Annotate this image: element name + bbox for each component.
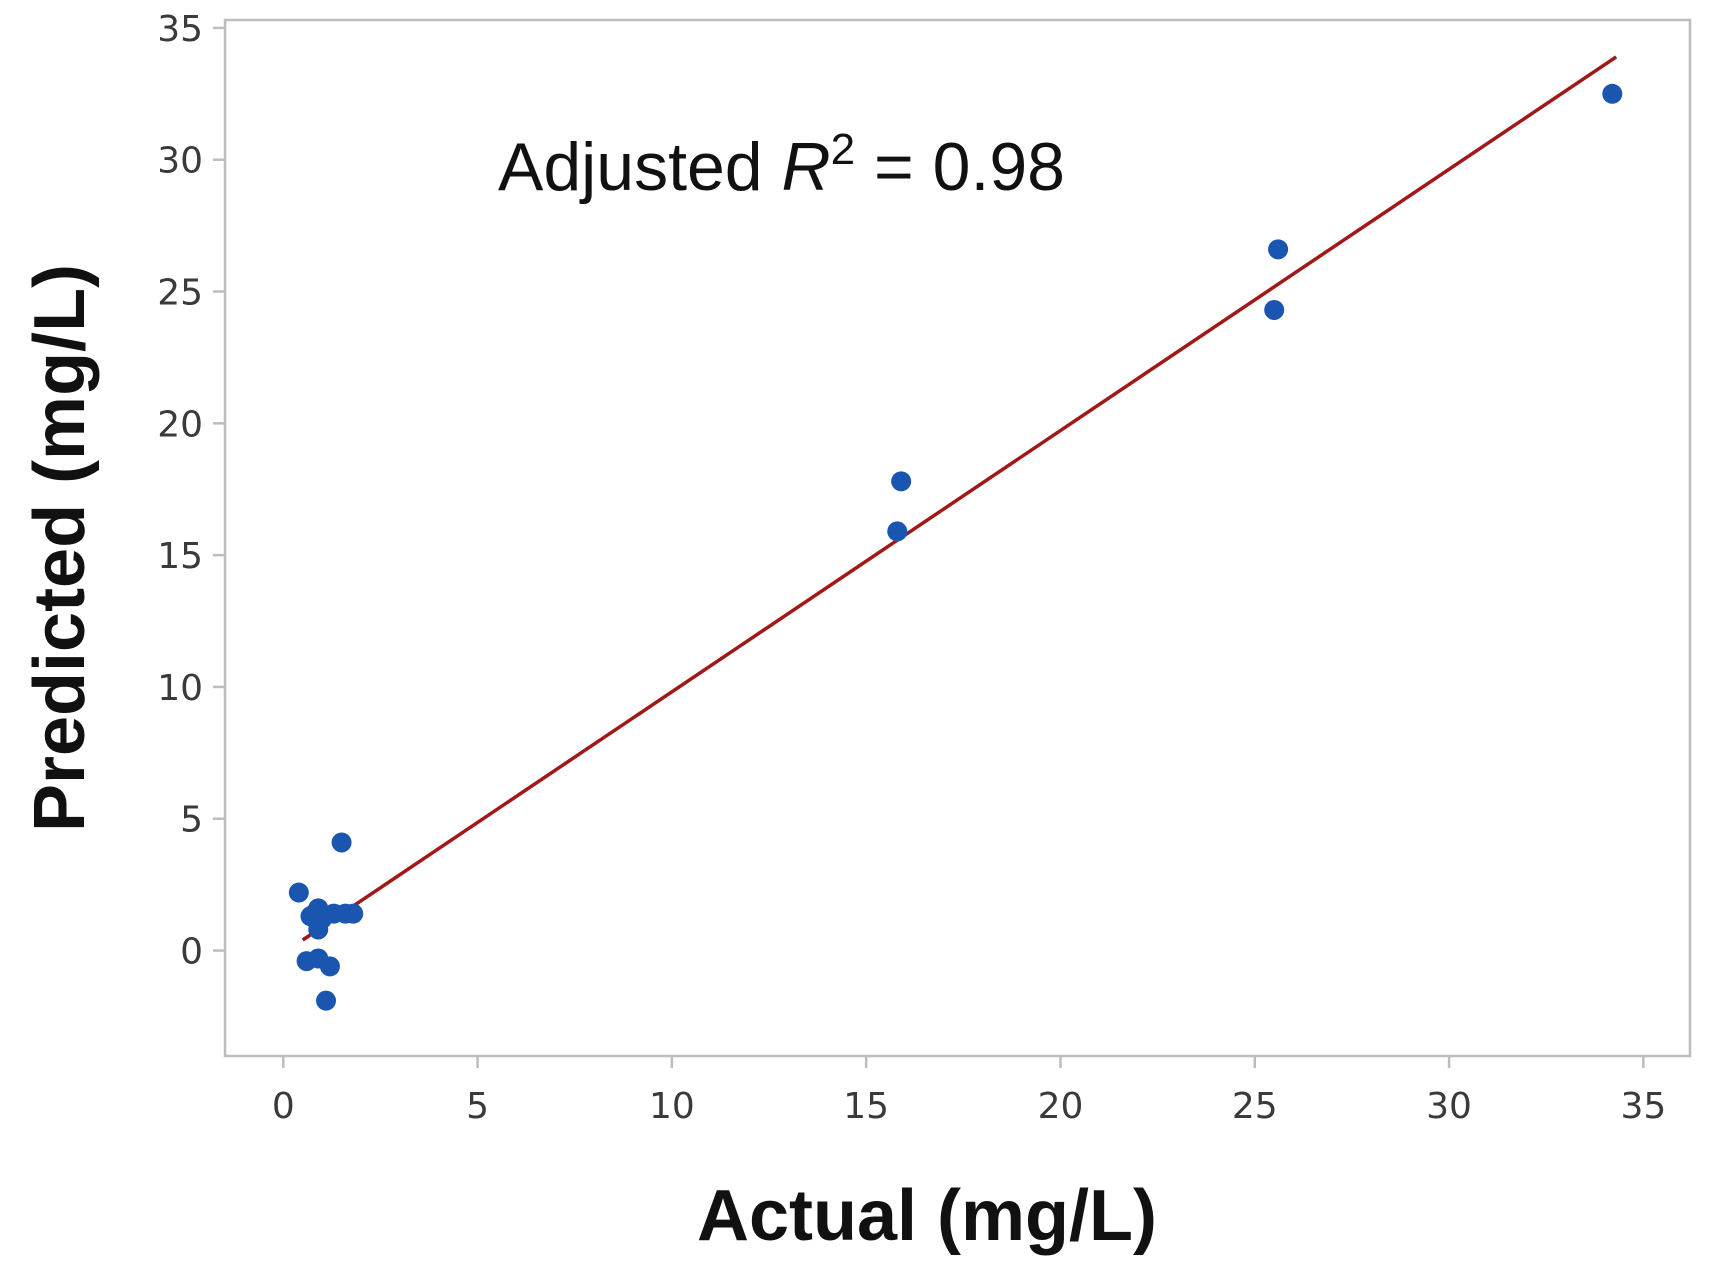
- data-point: [1264, 299, 1285, 320]
- annotation-symbol: R: [782, 129, 831, 205]
- x-tick-label: 0: [272, 1086, 295, 1127]
- x-tick-label: 35: [1620, 1086, 1666, 1127]
- x-tick-label: 30: [1426, 1086, 1472, 1127]
- y-axis-title: Predicted (mg/L): [20, 264, 100, 832]
- x-tick-label: 5: [466, 1086, 489, 1127]
- y-tick-label: 30: [157, 141, 203, 182]
- x-tick-label: 25: [1232, 1086, 1278, 1127]
- y-tick-label: 15: [157, 536, 203, 577]
- x-tick-label: 20: [1038, 1086, 1084, 1127]
- x-tick-label: 10: [649, 1086, 695, 1127]
- data-point: [331, 832, 352, 853]
- y-tick-label: 35: [157, 9, 203, 50]
- data-point: [319, 956, 340, 977]
- data-points: [288, 83, 1623, 1011]
- y-tick-label: 5: [180, 800, 203, 841]
- regression-fit-line: [301, 55, 1618, 942]
- data-point: [343, 903, 364, 924]
- annotation-suffix: = 0.98: [855, 129, 1065, 205]
- x-axis: 0 5 10 15 20 25 30 35: [272, 1056, 1666, 1127]
- data-point: [316, 990, 337, 1011]
- y-tick-label: 25: [157, 273, 203, 314]
- r-squared-annotation: Adjusted R2 = 0.98: [498, 125, 1065, 205]
- data-point: [1602, 83, 1623, 104]
- data-point: [288, 882, 309, 903]
- data-point: [1268, 239, 1289, 260]
- data-point: [887, 521, 908, 542]
- y-tick-label: 20: [157, 404, 203, 445]
- data-point: [891, 471, 912, 492]
- annotation-prefix: Adjusted: [498, 129, 782, 205]
- y-tick-label: 10: [157, 668, 203, 709]
- annotation-superscript: 2: [831, 125, 855, 174]
- x-tick-label: 15: [843, 1086, 889, 1127]
- y-axis: 0 5 10 15 20 25 30 35: [157, 9, 225, 973]
- plot-frame: [223, 18, 1692, 1058]
- x-axis-title: Actual (mg/L): [697, 1176, 1157, 1256]
- y-tick-label: 0: [180, 932, 203, 973]
